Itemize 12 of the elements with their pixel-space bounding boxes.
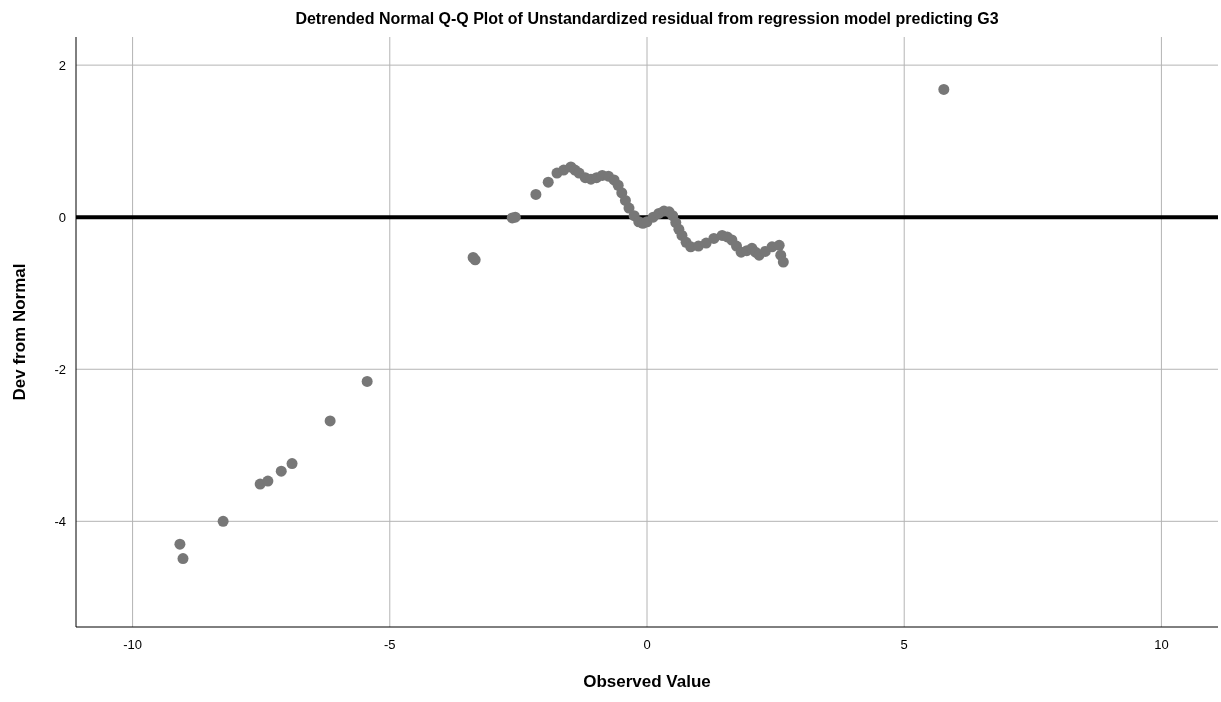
y-tick-label: -2 (54, 361, 66, 377)
y-axis-title: Dev from Normal (10, 263, 29, 401)
chart-title: Detrended Normal Q-Q Plot of Unstandardized residual from regression model predicting G3 (295, 10, 999, 27)
x-tick-label: 10 (1154, 637, 1169, 652)
x-tick-label: 0 (643, 637, 651, 652)
y-tick-label: 2 (58, 57, 66, 73)
y-tick-label: -4 (54, 513, 66, 529)
x-tick-label: -10 (123, 637, 142, 652)
x-tick-label: -5 (384, 637, 396, 652)
x-tick-label: 5 (900, 637, 908, 652)
x-axis-title: Observed Value (583, 672, 711, 691)
y-tick-label: 0 (58, 209, 66, 225)
